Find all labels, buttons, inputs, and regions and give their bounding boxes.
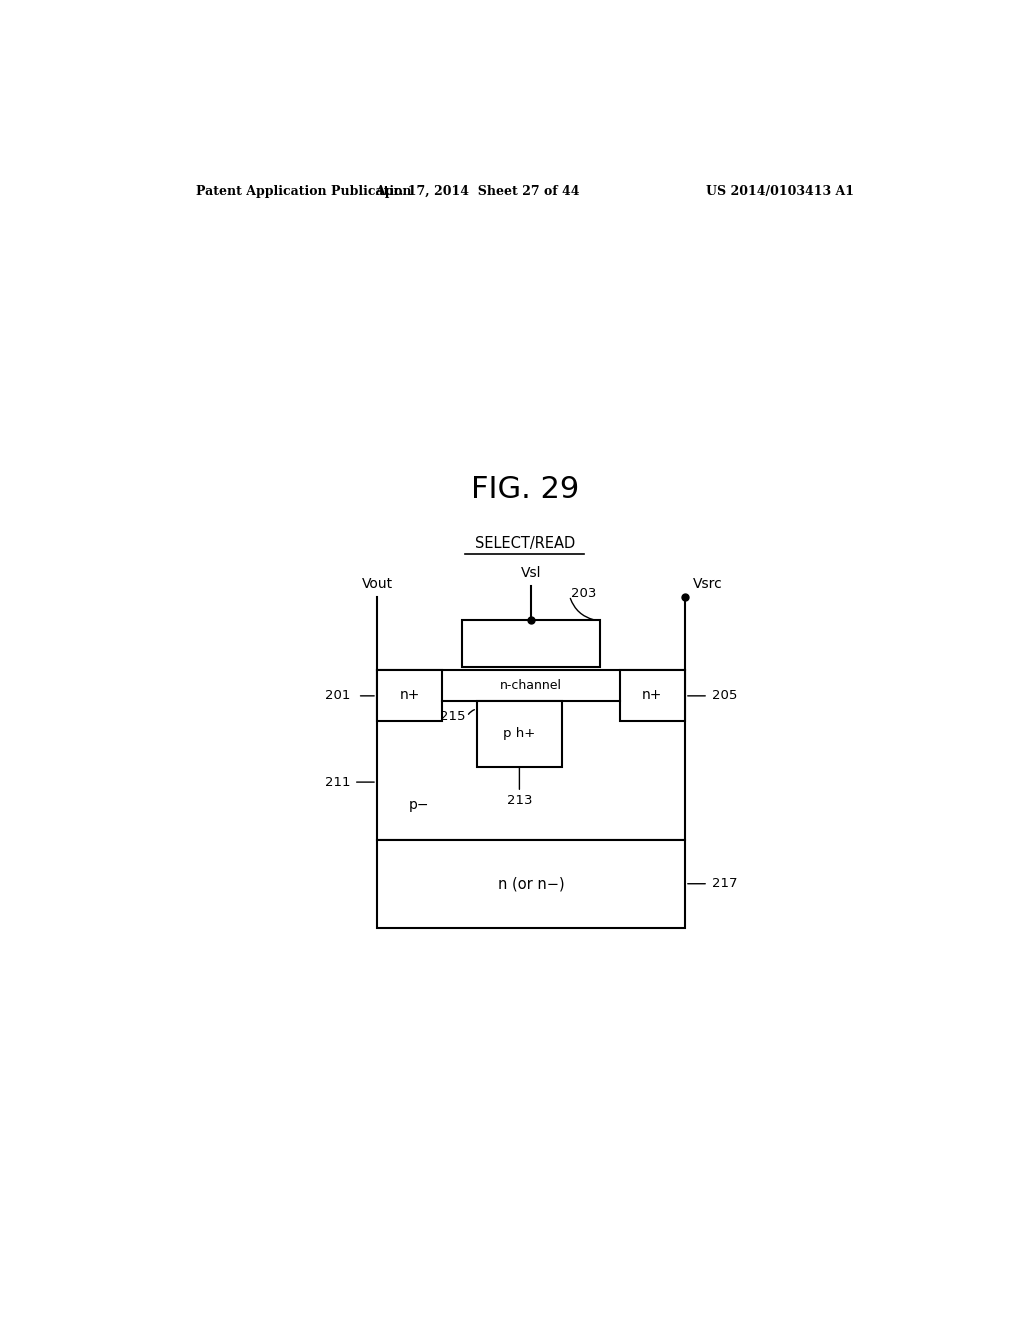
Text: Vsrc: Vsrc <box>692 577 722 591</box>
Text: 205: 205 <box>712 689 737 702</box>
Text: p h+: p h+ <box>503 727 536 741</box>
Text: 215: 215 <box>440 710 466 723</box>
Text: Patent Application Publication: Patent Application Publication <box>196 185 412 198</box>
Bar <box>377 840 685 928</box>
Text: n (or n−): n (or n−) <box>498 876 564 891</box>
Text: 201: 201 <box>325 689 350 702</box>
Text: 213: 213 <box>507 793 532 807</box>
Text: n+: n+ <box>642 689 663 702</box>
Text: SELECT/READ: SELECT/READ <box>475 536 574 550</box>
Bar <box>377 671 442 721</box>
Bar <box>462 620 600 667</box>
Bar <box>477 701 562 767</box>
Text: 211: 211 <box>325 776 350 788</box>
Text: FIG. 29: FIG. 29 <box>471 475 579 504</box>
Text: 217: 217 <box>712 878 737 890</box>
Bar <box>620 671 685 721</box>
Text: n+: n+ <box>399 689 420 702</box>
Text: 203: 203 <box>571 587 596 601</box>
Text: Apr. 17, 2014  Sheet 27 of 44: Apr. 17, 2014 Sheet 27 of 44 <box>375 185 580 198</box>
Text: p−: p− <box>409 799 429 812</box>
Text: US 2014/0103413 A1: US 2014/0103413 A1 <box>707 185 854 198</box>
Bar <box>377 671 685 840</box>
Text: Vout: Vout <box>361 577 392 591</box>
Text: n-channel: n-channel <box>500 680 562 693</box>
Text: Vsl: Vsl <box>521 565 542 579</box>
